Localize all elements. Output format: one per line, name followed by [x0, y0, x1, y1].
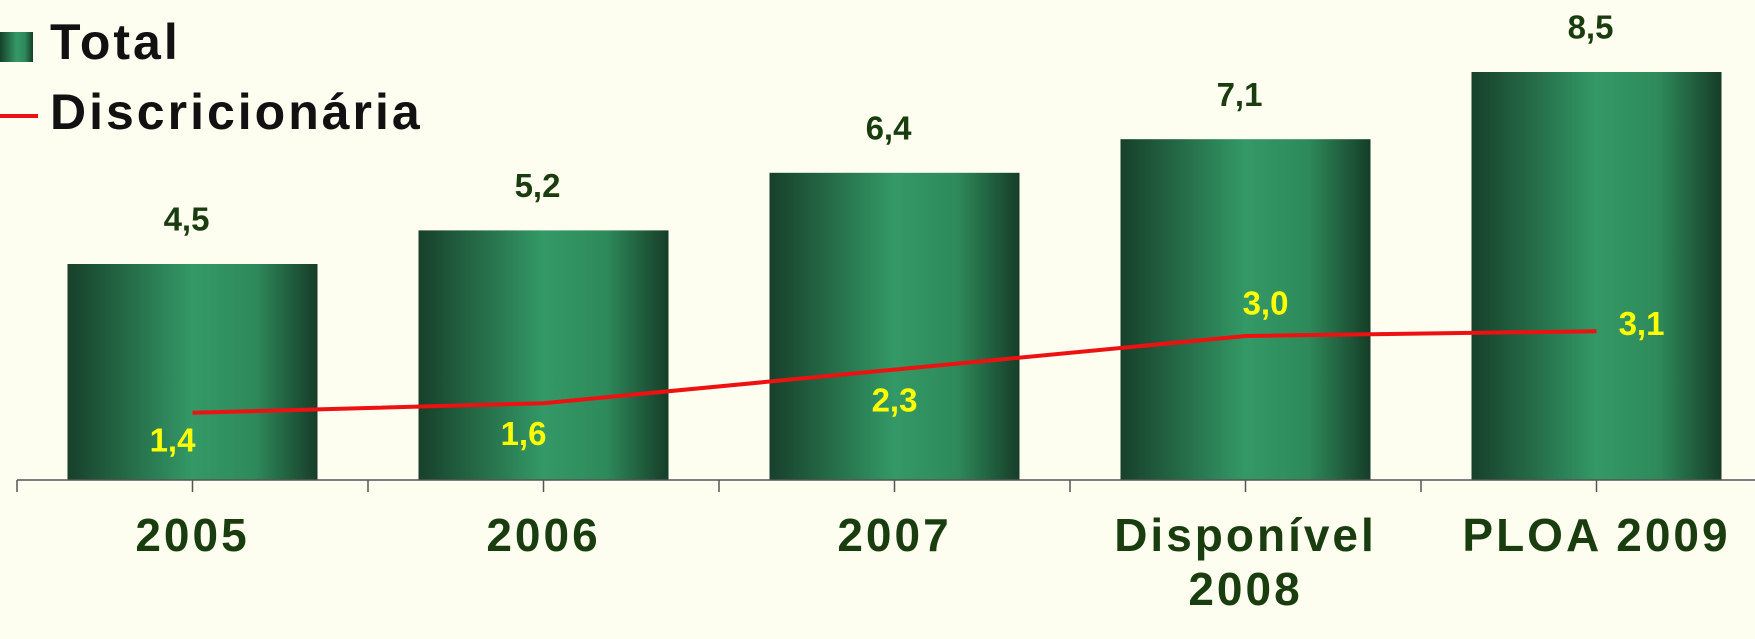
bar [1120, 139, 1371, 480]
x-tick-label: 2007 [837, 509, 952, 561]
bar-value-label: 5,2 [515, 167, 561, 204]
line-series [192, 329, 1597, 415]
line-value-label: 2,3 [872, 381, 918, 418]
x-tick-label: PLOA 2009 [1462, 509, 1731, 561]
bar-value-label: 7,1 [1217, 76, 1263, 113]
legend-label: Total [50, 14, 181, 70]
legend-label: Discricionária [50, 84, 423, 140]
line-value-label: 3,1 [1619, 305, 1665, 342]
bar [1471, 72, 1722, 480]
legend-swatch [0, 32, 33, 62]
bar [418, 230, 669, 480]
x-tick-label: Disponível 2008 [1114, 509, 1377, 615]
bar-value-label: 6,4 [866, 110, 913, 147]
bar [769, 172, 1020, 481]
line-value-label: 1,4 [150, 422, 197, 459]
line-value-label: 1,6 [501, 415, 547, 452]
x-tick-label: 2005 [135, 509, 250, 561]
x-tick-label: 2006 [486, 509, 601, 561]
bar-value-label: 8,5 [1568, 9, 1614, 46]
bar [67, 264, 318, 480]
bar-value-label: 4,5 [164, 201, 210, 238]
line-value-label: 3,0 [1243, 285, 1289, 322]
